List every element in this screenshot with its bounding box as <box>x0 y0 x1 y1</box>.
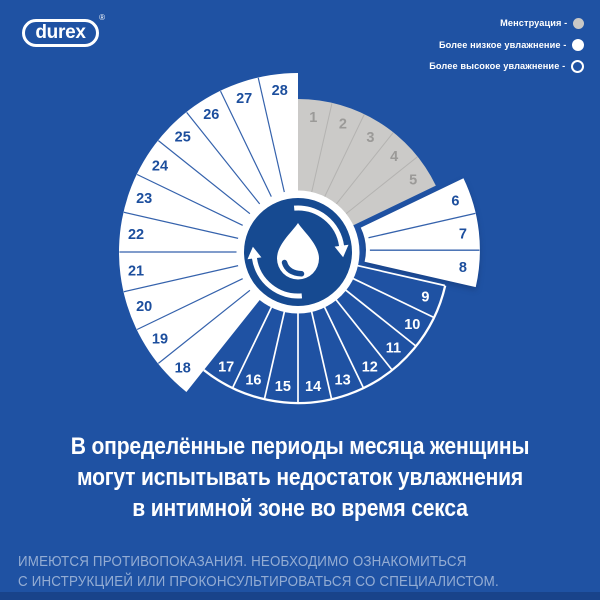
day-22-label: 22 <box>128 227 144 243</box>
segment-divider <box>350 263 446 287</box>
day-11-label: 11 <box>386 340 401 356</box>
legend-label: Менструация - <box>499 18 567 29</box>
legend-label: Более низкое увлажнение - <box>438 39 566 51</box>
durex-logo-text: durex <box>35 21 86 43</box>
day-24-label: 24 <box>152 158 168 174</box>
segment-divider <box>309 304 333 400</box>
day-group-lower-moisture-highlighted: 67 8 <box>360 178 480 288</box>
legend-item-higher-moisture: Более высокое увлажнение - <box>425 60 584 73</box>
segment-band-menstruation <box>298 99 436 231</box>
legal-disclaimer-line-2: С ИНСТРУКЦИЕЙ ИЛИ ПРОКОНСУЛЬТИРОВАТЬСЯ С… <box>18 573 499 590</box>
day-9-label: 9 <box>421 290 429 306</box>
segment-divider <box>123 211 246 241</box>
bottom-shade <box>0 592 600 600</box>
day-6-label: 6 <box>451 194 459 210</box>
day-10-label: 10 <box>404 317 420 333</box>
registered-trademark-icon: ® <box>99 13 105 22</box>
day-4-label: 4 <box>390 149 398 165</box>
day-26-label: 26 <box>203 107 219 123</box>
durex-logo-oval: durex <box>22 19 99 47</box>
day-25-label: 25 <box>175 130 191 146</box>
day-18-label: 18 <box>175 360 191 376</box>
day-23-label: 23 <box>136 191 152 207</box>
segment-band-lower-moisture-highlighted <box>360 178 480 288</box>
day-28-label: 28 <box>272 83 288 99</box>
legend-item-menstruation: Менструация - <box>425 17 584 30</box>
segment-divider <box>339 156 418 219</box>
legend-swatch-menstruation <box>573 18 584 29</box>
segment-divider <box>186 111 265 211</box>
moisture-drop-cycle-icon <box>247 205 349 299</box>
day-27-label: 27 <box>236 91 252 107</box>
cycle-arrow-top-head <box>334 244 349 258</box>
legend-label: Более высокое увлажнение - <box>428 61 565 72</box>
segment-divider <box>368 212 476 239</box>
day-20-label: 20 <box>136 299 152 315</box>
segment-divider <box>123 263 246 293</box>
main-claim: В определённые периоды месяца женщины мо… <box>42 431 558 524</box>
segment-divider <box>231 300 276 389</box>
segment-divider <box>346 274 435 319</box>
day-21-label: 21 <box>128 263 144 279</box>
day-7-label: 7 <box>459 226 467 242</box>
day-19-label: 19 <box>152 332 168 348</box>
segment-divider <box>257 77 287 200</box>
cycle-arrow-top <box>293 205 345 247</box>
segment-divider <box>219 90 276 204</box>
legend-swatch-higher-moisture <box>571 60 584 73</box>
day-15-label: 15 <box>275 379 291 395</box>
segment-divider <box>136 173 250 230</box>
group-outer-arc <box>203 285 447 405</box>
drop-crescent <box>281 259 305 277</box>
main-claim-line-3: в интимной зоне во время секса <box>132 495 468 522</box>
day-12-label: 12 <box>362 359 378 375</box>
segment-divider <box>263 304 287 400</box>
segment-divider <box>157 140 257 219</box>
legend-swatch-lower-moisture <box>572 39 584 51</box>
cycle-legend: Менструация - Более низкое увлажнение - Бо… <box>425 17 584 82</box>
day-3-label: 3 <box>366 130 374 146</box>
day-8-label: 8 <box>459 260 467 276</box>
main-claim-line-2: могут испытывать недостаток увлажнения <box>76 464 524 491</box>
segment-divider <box>309 103 333 200</box>
day-5-label: 5 <box>409 173 417 189</box>
segment-divider <box>320 300 365 389</box>
cycle-arrow-bottom-head <box>247 246 262 260</box>
segment-divider <box>331 293 393 371</box>
day-14-label: 14 <box>305 379 321 395</box>
day-group-menstruation: 1 2 345 <box>298 99 436 231</box>
legend-item-lower-moisture: Более низкое увлажнение - <box>425 39 584 52</box>
day-17-label: 17 <box>218 359 234 375</box>
main-claim-line-1: В определённые периоды месяца женщины <box>70 433 530 460</box>
segment-divider <box>331 132 394 211</box>
day-group-lower-moisture: 18 19 20 21 22 23 24 25 26 27 28 <box>119 72 298 392</box>
day-13-label: 13 <box>335 372 351 388</box>
legal-disclaimer-line-1: ИМЕЮТСЯ ПРОТИВОПОКАЗАНИЯ. НЕОБХОДИМО ОЗН… <box>18 554 467 570</box>
segment-band-lower-moisture <box>119 72 298 392</box>
durex-logo: durex ® <box>22 13 105 47</box>
segment-divider <box>136 274 250 331</box>
segment-divider <box>339 285 417 347</box>
day-16-label: 16 <box>245 372 261 388</box>
cycle-arrow-bottom <box>251 257 303 299</box>
legal-disclaimer: ИМЕЮТСЯ ПРОТИВОПОКАЗАНИЯ. НЕОБХОДИМО ОЗН… <box>18 553 499 592</box>
day-2-label: 2 <box>339 117 347 133</box>
day-1-label: 1 <box>309 110 317 126</box>
segment-divider <box>320 114 365 204</box>
segment-divider <box>157 285 257 364</box>
